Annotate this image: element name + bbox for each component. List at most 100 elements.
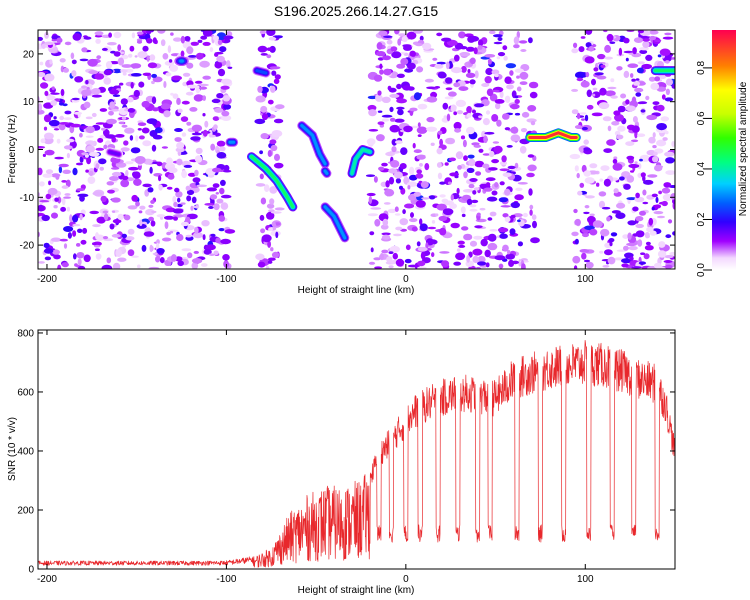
noise-blob	[195, 147, 203, 155]
noise-blob	[191, 262, 199, 269]
noise-blob	[60, 206, 66, 212]
noise-blob	[473, 187, 480, 191]
noise-blob	[112, 262, 121, 269]
noise-blob	[580, 36, 586, 39]
noise-blob	[265, 266, 270, 269]
noise-blob	[665, 170, 675, 175]
noise-blob	[365, 174, 376, 177]
noise-blob	[445, 137, 456, 145]
noise-blob	[504, 216, 511, 223]
noise-blob	[167, 173, 175, 180]
noise-blob	[386, 39, 393, 45]
noise-blob	[472, 190, 477, 195]
noise-blob	[38, 36, 43, 41]
noise-blob	[427, 226, 437, 230]
noise-blob	[216, 198, 224, 204]
noise-blob	[120, 179, 130, 188]
signal-track	[323, 169, 329, 175]
noise-blob	[202, 95, 206, 101]
noise-blob	[502, 172, 512, 177]
noise-blob	[664, 151, 675, 157]
noise-blob	[102, 210, 109, 214]
noise-blob	[583, 211, 590, 215]
noise-blob	[409, 50, 417, 57]
noise-blob	[38, 261, 45, 264]
noise-blob	[51, 38, 57, 42]
noise-blob	[56, 138, 61, 144]
noise-blob	[578, 46, 585, 53]
noise-blob	[72, 33, 82, 41]
snr-xtick-label: -100	[216, 574, 236, 585]
noise-blob	[118, 121, 125, 125]
noise-blob	[603, 30, 608, 33]
noise-blob	[91, 94, 102, 98]
noise-blob	[43, 126, 48, 131]
noise-blob	[487, 217, 493, 221]
noise-blob	[497, 37, 503, 41]
noise-blob	[85, 80, 89, 85]
noise-blob	[462, 139, 467, 148]
noise-blob	[504, 127, 511, 131]
noise-blob	[658, 241, 666, 248]
noise-blob	[393, 171, 403, 179]
noise-blob	[153, 173, 163, 177]
noise-blob	[510, 134, 521, 142]
noise-blob	[619, 176, 625, 181]
noise-blob	[586, 89, 592, 98]
noise-blob	[275, 104, 285, 110]
noise-blob	[67, 232, 72, 239]
noise-blob	[399, 185, 403, 190]
noise-blob	[194, 155, 203, 163]
noise-blob	[81, 85, 88, 89]
noise-blob	[148, 204, 154, 208]
noise-blob	[206, 187, 218, 192]
noise-blob	[645, 241, 651, 246]
noise-blob	[630, 170, 635, 173]
noise-blob	[48, 119, 60, 127]
noise-blob	[85, 135, 94, 138]
noise-blob	[129, 45, 135, 52]
noise-blob	[435, 213, 439, 217]
noise-blob	[269, 45, 276, 53]
noise-blob	[474, 70, 479, 79]
noise-blob	[103, 129, 110, 137]
noise-blob	[218, 215, 226, 222]
noise-blob	[106, 257, 112, 264]
noise-blob	[270, 144, 278, 152]
noise-blob	[400, 57, 409, 66]
noise-blob	[635, 216, 644, 222]
noise-blob	[59, 238, 68, 242]
noise-blob	[267, 99, 274, 105]
noise-blob	[148, 216, 155, 222]
noise-blob	[389, 117, 396, 122]
noise-blob	[41, 214, 50, 222]
noise-blob	[664, 255, 674, 259]
noise-blob	[151, 96, 157, 104]
noise-blob	[47, 187, 58, 196]
noise-blob	[373, 74, 383, 82]
noise-blob	[270, 247, 274, 252]
noise-blob	[183, 164, 193, 168]
noise-blob	[484, 76, 492, 84]
noise-blob	[109, 176, 119, 181]
noise-blob	[472, 248, 483, 256]
noise-blob	[270, 211, 282, 214]
noise-blob	[130, 63, 142, 69]
noise-blob	[220, 194, 232, 199]
noise-blob	[584, 205, 590, 209]
noise-blob	[388, 265, 394, 269]
noise-blob	[121, 116, 127, 120]
noise-blob	[190, 136, 201, 141]
noise-blob	[583, 259, 591, 263]
noise-blob	[509, 103, 520, 110]
noise-blob	[81, 89, 92, 96]
noise-blob	[86, 156, 92, 165]
noise-blob	[174, 187, 180, 193]
noise-blob	[274, 35, 283, 39]
noise-blob	[42, 173, 53, 178]
noise-blob	[416, 66, 424, 73]
noise-blob	[72, 223, 81, 227]
noise-blob	[170, 254, 177, 262]
noise-blob	[44, 41, 54, 46]
noise-blob	[152, 107, 159, 112]
